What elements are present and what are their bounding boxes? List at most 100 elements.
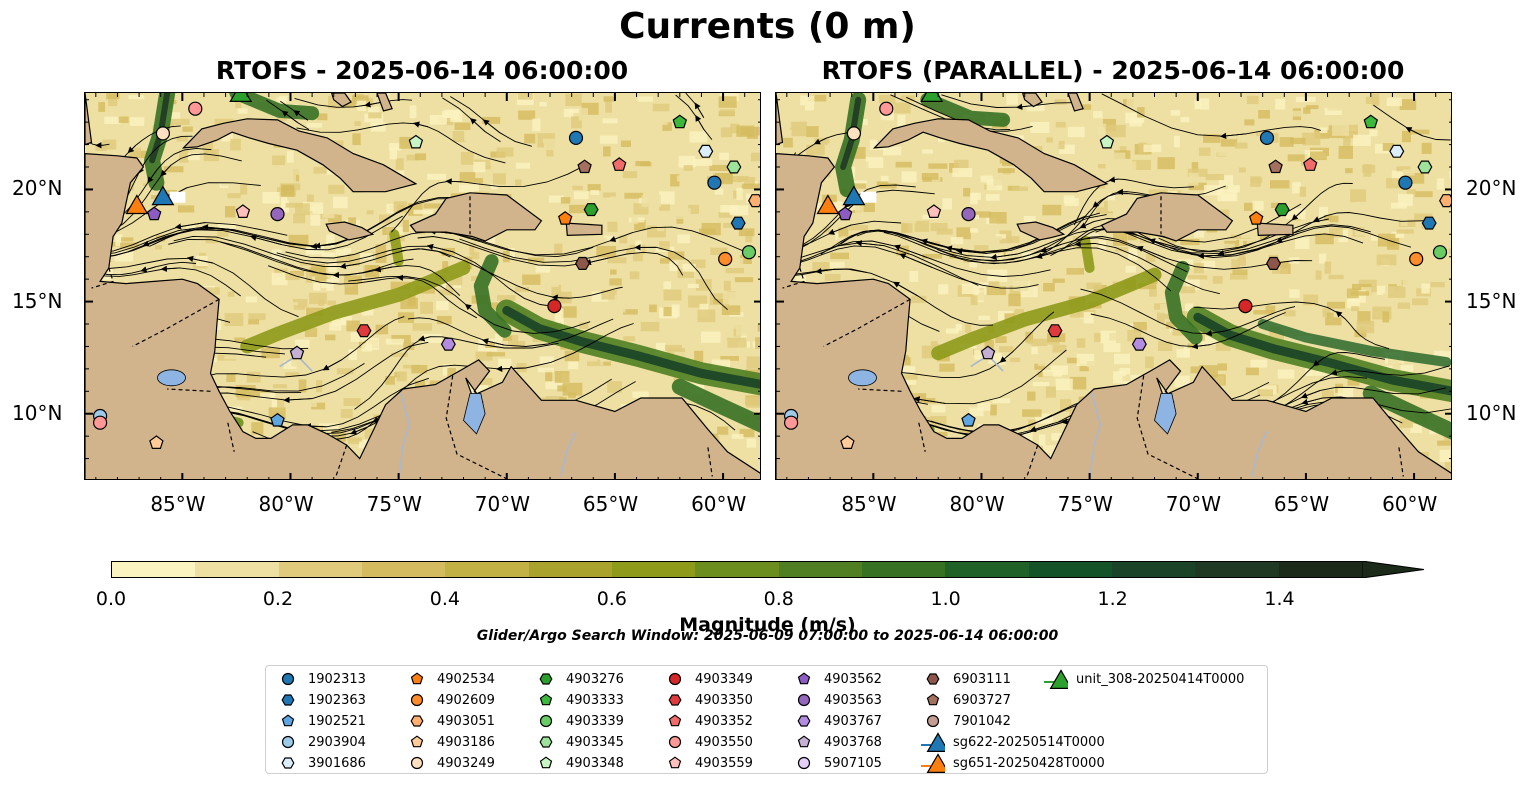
legend-item: 4903563 bbox=[792, 690, 882, 710]
colorbar-tick-label: 0.4 bbox=[429, 588, 460, 610]
hexagon-marker-icon bbox=[405, 713, 429, 729]
colorbar-tick-label: 1.2 bbox=[1097, 588, 1128, 610]
glider-track-gap bbox=[860, 191, 877, 203]
river bbox=[560, 431, 577, 477]
float-4903249 bbox=[155, 126, 171, 141]
float-1902521 bbox=[961, 412, 976, 427]
pentagon-marker-icon bbox=[792, 734, 816, 750]
float-6903727 bbox=[1268, 159, 1283, 174]
float-4903767 bbox=[1131, 337, 1147, 351]
legend-label: 1902313 bbox=[308, 671, 366, 687]
colorbar-segment bbox=[361, 562, 446, 577]
colorbar-tick-label: 0.0 bbox=[95, 588, 127, 610]
hexagon-marker-icon bbox=[534, 671, 558, 687]
legend-label: 4903767 bbox=[824, 713, 882, 729]
legend-label: 4903349 bbox=[695, 671, 753, 687]
float-4903051 bbox=[748, 194, 760, 208]
country-border bbox=[1026, 444, 1039, 477]
lon-tick-label: 60°W bbox=[691, 492, 747, 516]
legend-label: 6903111 bbox=[953, 671, 1011, 687]
float-4903249 bbox=[846, 126, 862, 141]
map-panel-rtofs-parallel[interactable] bbox=[775, 92, 1452, 480]
float-3901686 bbox=[1389, 144, 1405, 158]
pentagon-marker-icon bbox=[405, 734, 429, 750]
country-border bbox=[335, 444, 348, 477]
legend-item: 4903276 bbox=[534, 669, 624, 689]
circle-marker-icon bbox=[663, 671, 687, 687]
lat-tick-label-left: 15°N bbox=[12, 288, 63, 313]
circle-marker-icon bbox=[792, 692, 816, 708]
glider-track-gap bbox=[169, 191, 186, 203]
circle-marker-icon bbox=[276, 734, 300, 750]
legend-label: sg651-20250428T0000 bbox=[953, 755, 1105, 771]
country-border bbox=[91, 267, 114, 289]
legend-item: 4903562 bbox=[792, 669, 882, 689]
land-jamaica bbox=[325, 221, 375, 241]
float-6903111 bbox=[1266, 256, 1281, 270]
legend-label: 4903550 bbox=[695, 734, 753, 750]
legend-item: 7901042 bbox=[921, 711, 1011, 731]
hexagon-marker-icon bbox=[276, 755, 300, 771]
hexagon-marker-icon bbox=[792, 713, 816, 729]
legend-item: 6903111 bbox=[921, 669, 1011, 689]
legend-label: 4903350 bbox=[695, 692, 753, 708]
float-3901686 bbox=[698, 144, 714, 158]
land-cuba bbox=[872, 118, 1109, 193]
legend-item: 4903249 bbox=[405, 753, 495, 773]
legend-item: 3901686 bbox=[276, 753, 366, 773]
glider-unit_308-20250414T0000 bbox=[920, 93, 944, 102]
circle-marker-icon bbox=[792, 755, 816, 771]
axis-ticks bbox=[85, 93, 760, 479]
float-1902363 bbox=[1421, 216, 1437, 230]
legend-label: 4903352 bbox=[695, 713, 753, 729]
colorbar-segment bbox=[1278, 562, 1362, 577]
legend-label: unit_308-20250414T0000 bbox=[1076, 671, 1245, 687]
glider-sg651-20250428T0000 bbox=[125, 194, 149, 215]
colorbar-segment bbox=[528, 562, 612, 577]
lon-tick-label: 85°W bbox=[841, 492, 897, 516]
float-4903345 bbox=[726, 160, 742, 174]
float-4903352 bbox=[612, 157, 627, 171]
colorbar-segment bbox=[1111, 562, 1196, 577]
float-4903339 bbox=[741, 245, 757, 260]
float-4903349 bbox=[547, 299, 562, 314]
map-panel-rtofs[interactable] bbox=[84, 92, 761, 480]
float-4903352 bbox=[1303, 157, 1318, 171]
legend-label: 4902609 bbox=[437, 692, 495, 708]
pentagon-marker-icon bbox=[534, 692, 558, 708]
land-yucatan_gap bbox=[776, 93, 784, 146]
float-4903348 bbox=[408, 134, 424, 149]
float-6903111 bbox=[575, 256, 590, 270]
colorbar-extend-arrow bbox=[1362, 561, 1425, 578]
country-border bbox=[707, 447, 713, 477]
hexagon-marker-icon bbox=[276, 692, 300, 708]
float-4903768 bbox=[289, 345, 305, 360]
land-bahamas1 bbox=[330, 93, 352, 108]
country-border bbox=[132, 298, 220, 347]
legend-label: 4903562 bbox=[824, 671, 882, 687]
float-4903550 bbox=[93, 415, 108, 430]
country-border bbox=[823, 298, 911, 347]
lon-tick-label: 80°W bbox=[949, 492, 1005, 516]
land-puertorico bbox=[1256, 222, 1294, 237]
legend-item: 4903352 bbox=[663, 711, 753, 731]
legend-label: 1902363 bbox=[308, 692, 366, 708]
legend-item: 4903559 bbox=[663, 753, 753, 773]
colorbar-segment bbox=[112, 562, 196, 577]
legend-item: 1902363 bbox=[276, 690, 366, 710]
legend: 1902313 1902363 1902521 2903904 3901686 49025… bbox=[265, 665, 1268, 774]
float-6903727 bbox=[577, 159, 592, 174]
lon-tick-label: 60°W bbox=[1382, 492, 1438, 516]
land-bahamas2 bbox=[1067, 93, 1084, 112]
lat-tick-label-right: 20°N bbox=[1466, 176, 1517, 201]
legend-item: 5907105 bbox=[792, 753, 882, 773]
current-magnitude-map-parallel bbox=[776, 93, 1451, 479]
float-4902609 bbox=[1409, 251, 1424, 267]
circle-marker-icon bbox=[405, 692, 429, 708]
float-4903348 bbox=[1099, 134, 1115, 149]
colorbar-tick-label: 0.6 bbox=[596, 588, 627, 610]
legend-label: 4903186 bbox=[437, 734, 495, 750]
colorbar bbox=[111, 561, 1363, 578]
country-border bbox=[858, 388, 902, 392]
legend-label: 4903345 bbox=[566, 734, 624, 750]
